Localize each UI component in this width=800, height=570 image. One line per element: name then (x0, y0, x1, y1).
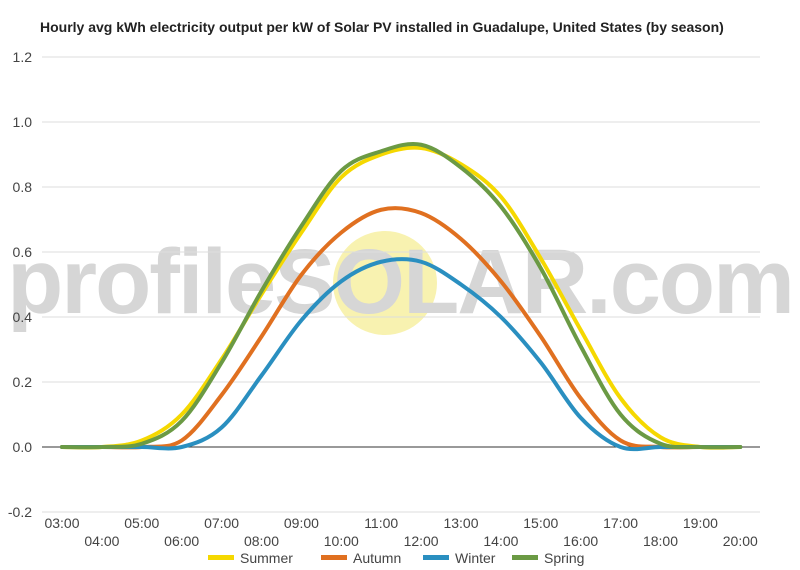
x-tick-label: 08:00 (244, 533, 279, 549)
legend-label-spring: Spring (544, 550, 584, 566)
x-tick-label: 09:00 (284, 515, 319, 531)
series-line-summer (60, 145, 743, 450)
y-tick-label: 0.0 (13, 439, 33, 455)
y-tick-label: 1.2 (13, 49, 33, 65)
x-tick-label: 03:00 (44, 515, 79, 531)
x-tick-label: 10:00 (324, 533, 359, 549)
chart-title: Hourly avg kWh electricity output per kW… (40, 19, 724, 35)
legend-swatch-summer (208, 555, 234, 560)
x-tick-label: 06:00 (164, 533, 199, 549)
x-tick-label: 04:00 (84, 533, 119, 549)
watermark: profileSOLAR.com (7, 231, 795, 335)
y-tick-label: -0.2 (8, 504, 32, 520)
series-lines (60, 142, 743, 452)
y-tick-label: 0.4 (13, 309, 33, 325)
x-axis: 03:00 04:00 05:00 06:00 07:00 08:00 09:00 10:00… (44, 515, 758, 549)
legend: Summer Autumn Winter Spring (208, 550, 584, 566)
x-tick-label: 16:00 (563, 533, 598, 549)
legend-label-autumn: Autumn (353, 550, 401, 566)
x-tick-label: 12:00 (404, 533, 439, 549)
series-line-autumn (60, 206, 743, 450)
y-tick-label: 1.0 (13, 114, 33, 130)
y-tick-label: 0.8 (13, 179, 33, 195)
y-axis: -0.2 0.0 0.2 0.4 0.6 0.8 1.0 1.2 (8, 49, 32, 520)
x-tick-label: 07:00 (204, 515, 239, 531)
watermark-sun (333, 231, 437, 335)
legend-swatch-winter (423, 555, 449, 560)
x-tick-label: 15:00 (523, 515, 558, 531)
legend-swatch-spring (512, 555, 538, 560)
x-tick-label: 05:00 (124, 515, 159, 531)
x-tick-label: 14:00 (483, 533, 518, 549)
y-tick-label: 0.6 (13, 244, 33, 260)
legend-label-winter: Winter (455, 550, 496, 566)
legend-swatch-autumn (321, 555, 347, 560)
legend-label-summer: Summer (240, 550, 293, 566)
series-line-spring (60, 142, 743, 450)
x-tick-label: 11:00 (364, 515, 398, 531)
x-tick-label: 17:00 (603, 515, 638, 531)
x-tick-label: 18:00 (643, 533, 678, 549)
watermark-text: profileSOLAR.com (7, 231, 793, 333)
series-line-winter (60, 257, 743, 452)
x-tick-label: 20:00 (723, 533, 758, 549)
y-tick-label: 0.2 (13, 374, 33, 390)
x-tick-label: 13:00 (443, 515, 478, 531)
x-tick-label: 19:00 (683, 515, 718, 531)
